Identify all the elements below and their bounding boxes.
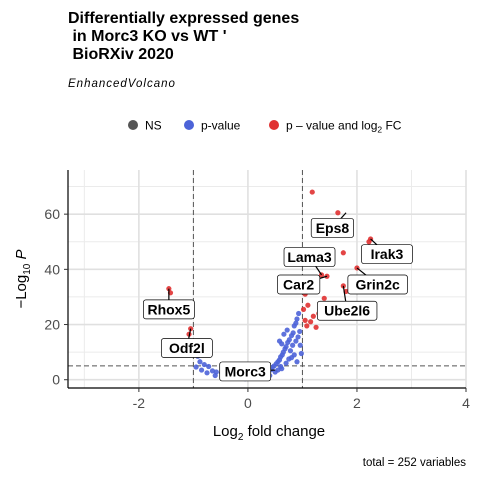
data-point [212,372,218,379]
data-point [309,189,315,195]
legend-label: NS [145,119,162,133]
data-point [294,359,300,365]
gene-label: Ube2l6 [324,303,370,319]
data-point [310,313,316,319]
data-point [305,302,311,308]
data-point [281,331,287,337]
gene-label: Car2 [283,277,314,293]
legend-key [184,120,194,130]
data-point [204,370,210,376]
gene-labels: Eps8 Irak3 Lama3 Grin2c Car2 Ube2l6 Rhox5 Odf2l… [143,218,413,382]
data-point [297,342,303,348]
gene-label: Eps8 [316,220,350,236]
gene-label-box [277,274,321,295]
data-point [321,295,327,301]
caption: total = 252 variables [363,457,466,469]
gene-label-box [347,274,408,295]
y-tick-label: 20 [44,317,60,333]
y-axis-title: −Log10 P [13,249,33,308]
gene-label-box [143,299,195,320]
gene-label: Morc3 [225,363,266,379]
data-point [290,330,296,336]
data-point [197,359,203,365]
gene-label: Rhox5 [147,301,190,317]
gene-label-box [161,338,213,358]
legend-key [269,120,279,130]
data-point [294,316,300,322]
data-point [291,352,297,358]
gene-label-box [361,244,413,265]
data-point [284,327,290,333]
legend-label: p – value and log2 FC [286,119,402,135]
x-tick-label: 2 [353,395,361,411]
data-point [279,341,285,347]
legend-label: p-value [201,119,241,133]
axes [64,170,467,392]
gene-label: Odf2l [169,340,205,356]
data-point [279,366,285,372]
data-point [298,350,304,357]
gene-label: Irak3 [371,246,404,262]
data-point [302,317,308,323]
data-point [286,337,292,343]
x-axis-title: Log2 fold change [213,423,325,443]
data-point [313,324,319,330]
legend-key [128,120,138,130]
data-point [198,367,205,373]
x-tick-label: -2 [133,395,146,411]
data-point [304,323,310,329]
x-tick-label: 4 [462,395,470,411]
data-point [335,210,341,216]
y-tick-label: 60 [44,206,60,222]
data-point [293,338,299,344]
data-point [287,348,294,354]
chart-title: Differentially expressed genes in Morc3 … [68,10,300,63]
gene-label-box [283,247,336,267]
data-point [193,364,199,370]
gene-label-box [316,300,378,321]
data-point [283,344,289,350]
x-tick-label: 0 [244,395,252,411]
data-point [293,320,299,326]
data-point [308,319,314,325]
data-point [297,328,303,335]
y-tick-label: 40 [44,261,60,277]
chart-subtitle: EnhancedVolcano [68,78,176,90]
gene-label-box [219,361,272,382]
data-point [300,306,307,312]
grid [68,170,467,388]
gene-label: Lama3 [287,249,332,265]
data-point [283,360,289,366]
legend: NS p-value p – value and log2 FC [128,119,402,135]
gene-label: Grin2c [355,277,400,293]
data-point [290,342,296,348]
data-point [366,239,372,245]
y-tick-label: 0 [52,372,60,388]
data-point [201,361,207,368]
data-point [206,363,212,370]
data-point [296,310,302,317]
data-point [295,334,301,340]
gene-label-box [310,218,354,238]
data-point [340,250,346,256]
